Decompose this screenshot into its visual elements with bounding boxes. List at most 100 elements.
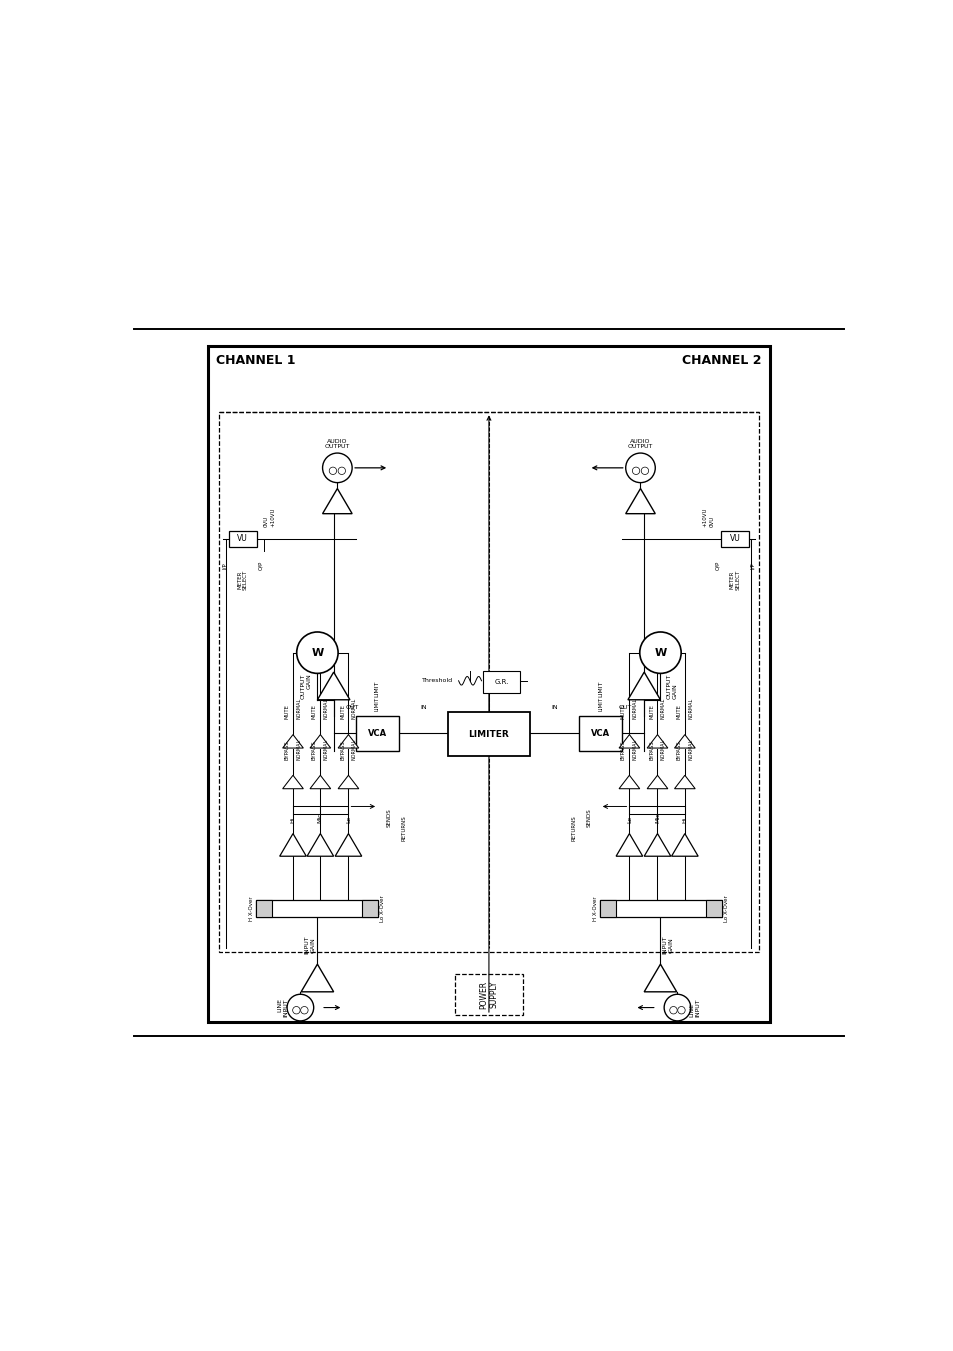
- Circle shape: [669, 1006, 677, 1015]
- Text: NORMAL: NORMAL: [660, 739, 665, 759]
- Bar: [482, 671, 519, 693]
- Text: W: W: [654, 647, 666, 658]
- Bar: [219, 412, 758, 952]
- Text: POWER
SUPPLY: POWER SUPPLY: [478, 981, 498, 1009]
- Polygon shape: [646, 775, 667, 789]
- Text: MUTE: MUTE: [312, 704, 316, 719]
- Text: METER
SELECT: METER SELECT: [237, 570, 248, 590]
- Text: LIMIT: LIMIT: [598, 681, 602, 697]
- Text: CHANNEL 2: CHANNEL 2: [681, 354, 760, 367]
- Bar: [578, 716, 621, 751]
- Text: MUTE: MUTE: [620, 704, 625, 719]
- Circle shape: [296, 632, 337, 673]
- Text: VU: VU: [729, 535, 740, 543]
- Text: NORMAL: NORMAL: [323, 698, 329, 719]
- Polygon shape: [618, 775, 639, 789]
- Text: Mid: Mid: [655, 812, 659, 823]
- Text: SENDS: SENDS: [386, 808, 391, 827]
- Text: IN: IN: [551, 705, 558, 709]
- Polygon shape: [643, 834, 670, 857]
- Circle shape: [337, 467, 345, 474]
- Polygon shape: [282, 735, 303, 748]
- Polygon shape: [335, 834, 361, 857]
- Text: MUTE: MUTE: [676, 704, 680, 719]
- Text: +10VU: +10VU: [701, 508, 706, 527]
- Text: NORMAL: NORMAL: [323, 739, 329, 759]
- Polygon shape: [282, 775, 303, 789]
- Text: Hi: Hi: [291, 816, 295, 823]
- Circle shape: [300, 1006, 308, 1015]
- Text: LINE
INPUT: LINE INPUT: [277, 998, 288, 1017]
- Text: RETURNS: RETURNS: [571, 816, 576, 842]
- Text: NORMAL: NORMAL: [296, 739, 301, 759]
- Text: Lo: Lo: [626, 816, 631, 823]
- Circle shape: [632, 467, 639, 474]
- Circle shape: [322, 453, 352, 482]
- Bar: [229, 531, 256, 547]
- Polygon shape: [674, 775, 695, 789]
- Text: NORMAL: NORMAL: [687, 739, 693, 759]
- Text: NORMAL: NORMAL: [352, 739, 356, 759]
- Text: BYPASS: BYPASS: [284, 740, 290, 759]
- Text: VCA: VCA: [367, 728, 386, 738]
- Text: BYPASS: BYPASS: [648, 740, 654, 759]
- Bar: [208, 346, 769, 1023]
- Text: OUT: OUT: [345, 705, 358, 709]
- Bar: [455, 974, 522, 1015]
- Text: I/P: I/P: [222, 562, 227, 569]
- Text: VCA: VCA: [591, 728, 610, 738]
- Text: OUTPUT
GAIN: OUTPUT GAIN: [300, 673, 311, 698]
- Text: 0VU: 0VU: [709, 516, 714, 527]
- Bar: [599, 900, 616, 916]
- Text: METER
SELECT: METER SELECT: [729, 570, 740, 590]
- Circle shape: [329, 467, 336, 474]
- Polygon shape: [322, 489, 352, 513]
- Text: RETURNS: RETURNS: [401, 816, 406, 842]
- Bar: [705, 900, 721, 916]
- Text: 0VU: 0VU: [263, 516, 268, 527]
- Text: VU: VU: [237, 535, 248, 543]
- Polygon shape: [643, 965, 676, 992]
- Text: AUDIO
OUTPUT: AUDIO OUTPUT: [324, 439, 350, 450]
- Text: NORMAL: NORMAL: [296, 698, 301, 719]
- Text: NORMAL: NORMAL: [687, 698, 693, 719]
- Polygon shape: [301, 965, 334, 992]
- Text: IN: IN: [419, 705, 426, 709]
- Text: OUT: OUT: [618, 705, 632, 709]
- Polygon shape: [310, 775, 331, 789]
- Text: BYPASS: BYPASS: [339, 740, 345, 759]
- Text: BYPASS: BYPASS: [676, 740, 680, 759]
- Polygon shape: [616, 834, 642, 857]
- Polygon shape: [337, 775, 358, 789]
- Circle shape: [640, 467, 648, 474]
- Bar: [720, 531, 748, 547]
- Bar: [448, 712, 529, 757]
- Text: Hi: Hi: [681, 816, 686, 823]
- Circle shape: [639, 632, 680, 673]
- Polygon shape: [307, 834, 334, 857]
- Text: O/P: O/P: [257, 561, 263, 570]
- Text: LIMIT: LIMIT: [375, 681, 379, 697]
- Text: I/P: I/P: [750, 562, 755, 569]
- Polygon shape: [627, 673, 659, 700]
- Text: OUTPUT
GAIN: OUTPUT GAIN: [665, 673, 677, 698]
- Polygon shape: [674, 735, 695, 748]
- Text: H X-Over: H X-Over: [249, 896, 253, 921]
- Text: AUDIO
OUTPUT: AUDIO OUTPUT: [627, 439, 653, 450]
- Text: NORMAL: NORMAL: [632, 698, 638, 719]
- Text: BYPASS: BYPASS: [620, 740, 625, 759]
- Text: +10VU: +10VU: [271, 508, 275, 527]
- Text: LIMIT: LIMIT: [598, 697, 602, 712]
- Circle shape: [677, 1006, 684, 1015]
- Polygon shape: [310, 735, 331, 748]
- Text: Lo X-Over: Lo X-Over: [723, 896, 728, 921]
- Bar: [255, 900, 377, 916]
- Circle shape: [287, 994, 314, 1021]
- Bar: [255, 900, 272, 916]
- Text: CHANNEL 1: CHANNEL 1: [216, 354, 295, 367]
- Text: MUTE: MUTE: [339, 704, 345, 719]
- Polygon shape: [317, 673, 350, 700]
- Bar: [361, 900, 377, 916]
- Polygon shape: [618, 735, 639, 748]
- Bar: [599, 900, 721, 916]
